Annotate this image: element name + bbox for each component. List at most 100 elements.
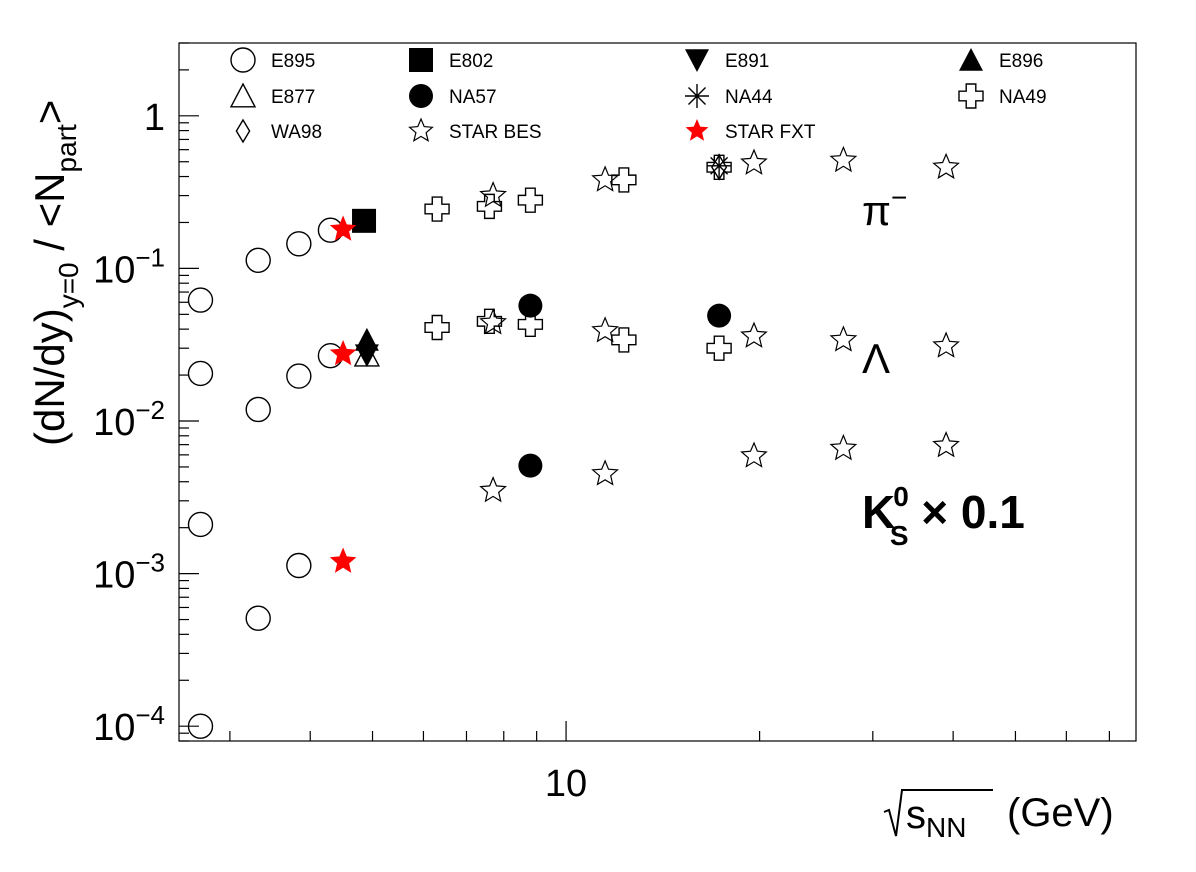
- data-point: [187, 360, 214, 387]
- legend-label: E896: [999, 51, 1043, 72]
- data-point: [591, 316, 619, 343]
- data-point: [829, 433, 858, 461]
- legend-label: E891: [725, 51, 769, 72]
- data-point: [707, 303, 732, 328]
- data-point: [353, 341, 381, 367]
- legend-label: STAR FXT: [725, 122, 816, 143]
- data-point: [245, 605, 271, 631]
- data-point: [706, 335, 732, 361]
- svg-text:(GeV): (GeV): [1007, 791, 1114, 835]
- data-point: [424, 314, 450, 341]
- legend-marker: [685, 119, 709, 141]
- legend-marker: [408, 117, 434, 142]
- svg-text:sNN: sNN: [906, 793, 966, 843]
- data-point: [479, 308, 507, 335]
- y-tick-label: 10−4: [93, 700, 165, 749]
- legend-label: NA49: [999, 87, 1047, 108]
- axes: 1 10−1 10−2 10−3 10−4 10: [93, 42, 1110, 805]
- data-point: [740, 441, 768, 468]
- legend-label: E895: [271, 51, 315, 72]
- legend-marker: [959, 48, 983, 71]
- data-point: [591, 165, 619, 192]
- data-marks: [187, 145, 960, 739]
- data-point: [740, 321, 768, 348]
- legend-label: E802: [449, 51, 493, 72]
- legend-label: STAR BES: [449, 122, 542, 143]
- data-point: [286, 363, 312, 389]
- data-point: [740, 148, 768, 175]
- legend-marker: [229, 82, 257, 108]
- legend-entry: STAR BES: [408, 117, 542, 143]
- data-point: [187, 287, 214, 313]
- plot-frame: [178, 42, 1137, 742]
- y-tick-label: 1: [144, 97, 165, 139]
- legend-marker: [235, 118, 251, 144]
- annotation-pi: π−: [862, 182, 907, 234]
- data-point: [329, 547, 357, 573]
- legend-entry: WA98: [235, 118, 322, 144]
- legend-label: NA57: [449, 87, 497, 108]
- data-point: [329, 340, 357, 366]
- annotation-k0s: K0 S × 0.1: [862, 481, 1025, 551]
- data-point: [829, 145, 858, 173]
- series-na44: [707, 153, 732, 178]
- data-point: [476, 308, 503, 335]
- legend-label: WA98: [271, 122, 322, 143]
- legend-entry: STAR FXT: [685, 119, 816, 143]
- data-point: [711, 153, 728, 181]
- series-star-bes: [479, 145, 960, 503]
- legend-entry: E891: [685, 49, 769, 72]
- legend-entry: E802: [409, 48, 493, 72]
- legend-label: E877: [271, 87, 315, 108]
- legend-marker: [409, 48, 433, 72]
- data-point: [707, 153, 732, 178]
- legend-marker: [958, 83, 984, 109]
- legend: E895 E802 E891 E896 E877 NA57 NA44 NA49 WA98 STAR…: [229, 47, 1047, 144]
- data-point: [479, 476, 507, 503]
- data-point: [517, 187, 544, 213]
- y-tick-label: 10−2: [93, 395, 165, 444]
- data-point: [187, 713, 214, 739]
- series-e877: [353, 341, 381, 367]
- sqrt-sign: [883, 789, 993, 837]
- legend-entry: NA57: [409, 84, 497, 108]
- legend-label: NA44: [725, 87, 773, 108]
- data-point: [932, 331, 960, 358]
- data-point: [424, 196, 450, 222]
- data-point: [517, 311, 544, 338]
- data-point: [245, 396, 271, 423]
- data-point: [352, 208, 377, 233]
- data-point: [286, 552, 312, 579]
- legend-marker: [685, 49, 709, 72]
- series-na49: [424, 154, 732, 361]
- x-tick-label: 10: [545, 763, 587, 805]
- series-e895: [187, 217, 344, 739]
- data-point: [518, 293, 543, 318]
- legend-entry: E896: [959, 48, 1043, 72]
- x-axis-title: sNN (GeV): [883, 789, 1114, 843]
- series-na57: [518, 293, 732, 478]
- legend-entry: E877: [229, 82, 315, 108]
- annotation-lambda: Λ: [862, 335, 890, 382]
- data-point: [479, 181, 507, 208]
- legend-marker: [409, 84, 433, 108]
- data-point: [354, 327, 379, 351]
- legend-entry: E895: [230, 47, 315, 73]
- data-point: [591, 459, 619, 486]
- data-point: [245, 247, 271, 274]
- data-point: [329, 215, 357, 241]
- legend-marker: [685, 84, 709, 108]
- data-point: [932, 431, 960, 458]
- legend-entry: NA44: [685, 84, 773, 108]
- data-point: [932, 152, 960, 180]
- data-point: [187, 511, 214, 538]
- series-e802: [352, 208, 377, 233]
- data-point: [518, 453, 543, 478]
- data-point: [829, 325, 858, 352]
- y-axis-title: (dN/dy)y=0 / <Npart>: [26, 100, 84, 446]
- y-tick-label: 10−1: [93, 242, 165, 291]
- series-wa98: [711, 153, 728, 181]
- data-point: [286, 231, 312, 257]
